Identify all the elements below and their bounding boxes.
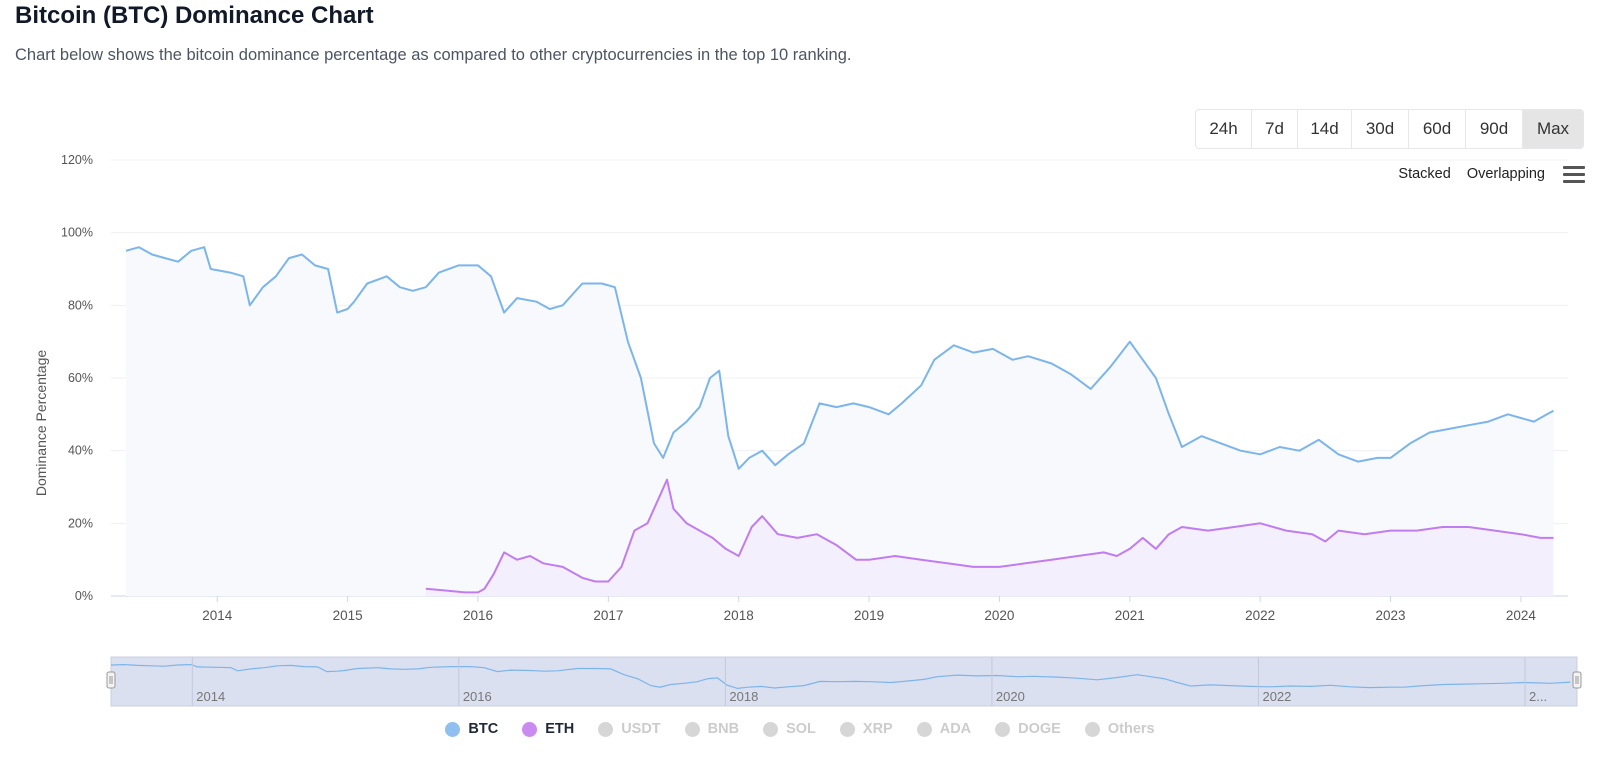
legend-item-xrp[interactable]: XRP — [839, 721, 893, 737]
range-button-7d[interactable]: 7d — [1252, 110, 1298, 148]
chart-mode-toolbar: Stacked Overlapping — [1382, 165, 1585, 183]
legend-item-doge[interactable]: DOGE — [995, 721, 1061, 737]
overlapping-button[interactable]: Overlapping — [1466, 166, 1545, 182]
navigator-handle-right[interactable] — [1572, 671, 1582, 689]
legend-dot-others — [1084, 721, 1100, 737]
legend-label-sol: SOL — [786, 721, 816, 737]
legend-dot-sol — [763, 721, 779, 737]
y-axis-label: Dominance Percentage — [33, 350, 49, 497]
y-tick-label: 80% — [68, 298, 93, 312]
legend-label-ada: ADA — [939, 721, 972, 737]
btc-series-line — [125, 246, 1554, 470]
navigator-label: 2... — [1529, 689, 1547, 704]
navigator-label: 2014 — [196, 689, 225, 704]
y-tick-label: 20% — [68, 516, 93, 530]
y-tick-label: 40% — [68, 444, 93, 458]
range-button-max[interactable]: Max — [1523, 110, 1583, 148]
eth-area-fill — [425, 479, 1554, 596]
range-button-14d[interactable]: 14d — [1298, 110, 1352, 148]
range-button-30d[interactable]: 30d — [1352, 110, 1409, 148]
legend-item-ada[interactable]: ADA — [916, 721, 972, 737]
legend-dot-eth — [522, 721, 538, 737]
navigator-label: 2022 — [1262, 689, 1291, 704]
legend-dot-bnb — [684, 721, 700, 737]
range-button-60d[interactable]: 60d — [1409, 110, 1466, 148]
legend-item-others[interactable]: Others — [1084, 721, 1155, 737]
x-tick-label: 2022 — [1245, 608, 1275, 623]
x-tick-label: 2024 — [1506, 608, 1537, 623]
range-button-24h[interactable]: 24h — [1196, 110, 1252, 148]
legend-dot-btc — [445, 721, 461, 737]
x-tick-label: 2017 — [593, 608, 623, 623]
legend-label-bnb: BNB — [707, 721, 740, 737]
legend-label-eth: ETH — [545, 721, 575, 737]
y-tick-label: 0% — [75, 589, 93, 603]
x-tick-label: 2016 — [463, 608, 493, 623]
btc-area-fill — [126, 247, 1554, 596]
legend-dot-doge — [995, 721, 1011, 737]
navigator-label: 2020 — [996, 689, 1025, 704]
navigator-handle-left[interactable] — [106, 671, 116, 689]
y-tick-label: 100% — [61, 226, 93, 240]
x-tick-label: 2021 — [1115, 608, 1145, 623]
navigator-series-line — [110, 663, 1571, 690]
x-tick-label: 2023 — [1376, 608, 1406, 623]
legend-item-usdt[interactable]: USDT — [598, 721, 661, 737]
legend-item-eth[interactable]: ETH — [522, 721, 574, 737]
legend-label-others: Others — [1107, 721, 1155, 737]
eth-series-line — [425, 478, 1554, 594]
legend-label-xrp: XRP — [862, 721, 893, 737]
y-tick-label: 120% — [61, 153, 93, 167]
legend-item-sol[interactable]: SOL — [763, 721, 816, 737]
range-button-90d[interactable]: 90d — [1466, 110, 1523, 148]
x-tick-label: 2019 — [854, 608, 884, 623]
x-tick-label: 2018 — [724, 608, 754, 623]
legend-dot-xrp — [839, 721, 855, 737]
legend-dot-ada — [916, 721, 932, 737]
stacked-button[interactable]: Stacked — [1398, 166, 1451, 182]
x-tick-label: 2015 — [333, 608, 363, 623]
hamburger-menu-icon[interactable] — [1563, 165, 1585, 183]
legend-dot-usdt — [598, 721, 614, 737]
navigator-label: 2018 — [729, 689, 758, 704]
page-subtitle: Chart below shows the bitcoin dominance … — [15, 46, 852, 64]
legend-item-btc[interactable]: BTC — [445, 721, 498, 737]
legend-label-usdt: USDT — [621, 721, 661, 737]
chart-legend: BTC ETH USDT BNB SOL XRP ADA DOGE Others — [0, 721, 1600, 737]
time-range-selector: 24h 7d 14d 30d 60d 90d Max — [1195, 109, 1584, 149]
legend-item-bnb[interactable]: BNB — [684, 721, 740, 737]
y-tick-label: 60% — [68, 371, 93, 385]
navigator-label: 2016 — [463, 689, 492, 704]
x-tick-label: 2020 — [984, 608, 1014, 623]
legend-label-btc: BTC — [468, 721, 499, 737]
legend-label-doge: DOGE — [1018, 721, 1061, 737]
x-tick-label: 2014 — [202, 608, 233, 623]
page-title: Bitcoin (BTC) Dominance Chart — [15, 2, 374, 29]
